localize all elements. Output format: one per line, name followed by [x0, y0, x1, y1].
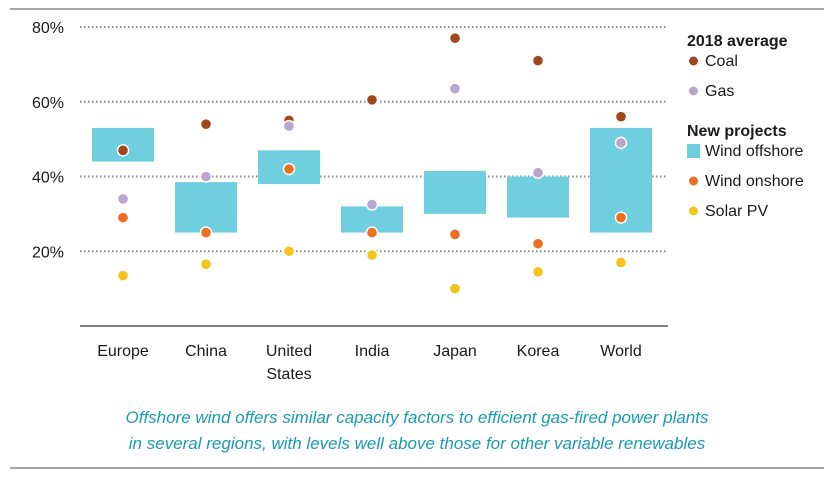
y-tick-label: 80% [32, 20, 64, 37]
solar-pv-point [199, 258, 213, 271]
y-tick-label: 40% [32, 170, 64, 187]
top-rule [10, 8, 824, 10]
legend-swatch-coal [689, 56, 698, 66]
x-category-label: Korea [517, 343, 560, 360]
legend-heading-2018-average: 2018 average [687, 33, 788, 50]
coal-point [365, 93, 379, 107]
y-tick-label: 60% [32, 95, 64, 112]
solar-pv-point [448, 282, 462, 295]
wind-onshore-point [531, 237, 545, 250]
coal-point [448, 32, 462, 45]
coal-point [199, 117, 213, 131]
solar-pv-point [282, 245, 296, 258]
solar-pv-point [116, 269, 130, 282]
gas-point [282, 119, 296, 133]
wind-onshore-point [116, 211, 130, 224]
wind-onshore-point [448, 228, 462, 241]
wind-offshore-range-box [507, 176, 569, 218]
gas-point [531, 166, 545, 179]
x-axis-categories: Europe China United States India Japan Korea Wo… [97, 343, 642, 383]
x-category-label: Japan [433, 343, 477, 360]
x-category-label: Europe [97, 343, 149, 360]
legend-swatch-wind-offshore [687, 144, 700, 158]
caption-line-1: Offshore wind offers similar capacity fa… [125, 408, 709, 427]
wind-offshore-range-box [424, 170, 486, 214]
wind-onshore-point [199, 226, 213, 239]
wind-offshore-ranges [92, 127, 652, 233]
wind-onshore-point [365, 226, 379, 239]
bottom-rule [10, 467, 824, 469]
legend-label-wind-offshore: Wind offshore [705, 143, 804, 160]
gas-point [365, 198, 379, 211]
legend-label-solar-pv: Solar PV [705, 203, 768, 220]
y-tick-label: 20% [32, 244, 64, 261]
legend-label-wind-onshore: Wind onshore [705, 173, 804, 190]
gas-point [199, 170, 213, 183]
legend-heading-new-projects: New projects [687, 123, 787, 140]
wind-onshore-point [614, 211, 628, 224]
legend-label-coal: Coal [705, 53, 738, 70]
wind-offshore-range-box [175, 182, 237, 233]
wind-onshore-point [282, 162, 296, 176]
x-category-label: States [266, 366, 311, 383]
x-category-label: World [600, 343, 642, 360]
data-points [116, 32, 628, 295]
capacity-factor-chart: 20% 40% 60% 80% Europe China United States Indi… [32, 20, 804, 383]
legend: 2018 average New projects Coal Gas Wind offs… [687, 33, 804, 220]
gas-point [614, 136, 628, 150]
solar-pv-point [614, 256, 628, 269]
coal-point [116, 144, 130, 157]
legend-swatch-wind-onshore [689, 176, 698, 186]
coal-point [614, 110, 628, 123]
gas-point [448, 82, 462, 95]
caption-line-2: in several regions, with levels well abo… [128, 434, 706, 453]
legend-swatch-solar-pv [689, 206, 698, 216]
coal-point [531, 54, 545, 67]
solar-pv-point [365, 248, 379, 262]
legend-label-gas: Gas [705, 83, 734, 100]
legend-swatch-gas [689, 86, 698, 96]
solar-pv-point [531, 265, 545, 279]
y-axis-ticks: 20% 40% 60% 80% [32, 20, 64, 261]
x-category-label: United [266, 343, 312, 360]
gas-point [116, 192, 130, 206]
x-category-label: China [185, 343, 227, 360]
x-category-label: India [355, 343, 390, 360]
